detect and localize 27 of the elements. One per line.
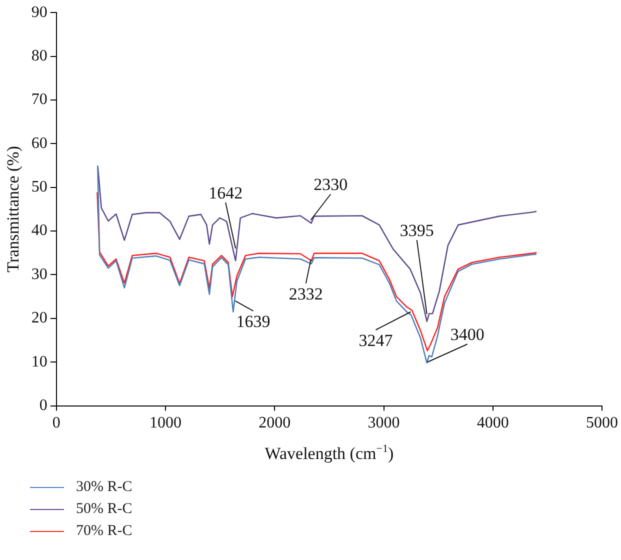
x-tick-label: 4000 [476, 414, 509, 432]
y-tick-label: 90 [31, 4, 48, 21]
x-tick-label: 1000 [150, 414, 182, 432]
y-tick-label: 50 [31, 178, 48, 196]
legend-label: 50% R-C [76, 500, 132, 518]
y-tick-label: 20 [31, 310, 48, 327]
y-axis-title: Transmittance (%) [4, 146, 23, 272]
annotation: 3395 [400, 221, 434, 240]
y-tick-label: 0 [39, 397, 48, 414]
annotation: 1642 [208, 184, 243, 203]
y-tick-label: 80 [31, 47, 48, 64]
annotation: 2332 [288, 284, 323, 304]
annotation: 3247 [358, 330, 394, 350]
legend-label: 70% R-C [76, 522, 132, 540]
x-tick-label: 0 [52, 414, 60, 432]
x-tick-label: 3000 [368, 414, 400, 432]
y-tick-label: 70 [31, 91, 48, 108]
y-tick-label: 60 [31, 134, 48, 152]
y-tick-label: 40 [31, 222, 48, 240]
legend-label: 30% R-C [76, 478, 132, 496]
x-tick-label: 2000 [258, 414, 291, 432]
x-tick-label: 5000 [586, 414, 618, 432]
y-tick-label: 10 [31, 353, 48, 370]
annotation: 1639 [236, 312, 270, 331]
annotation: 3400 [450, 325, 484, 344]
annotation: 2330 [314, 175, 348, 194]
y-tick-label: 30 [31, 266, 48, 283]
